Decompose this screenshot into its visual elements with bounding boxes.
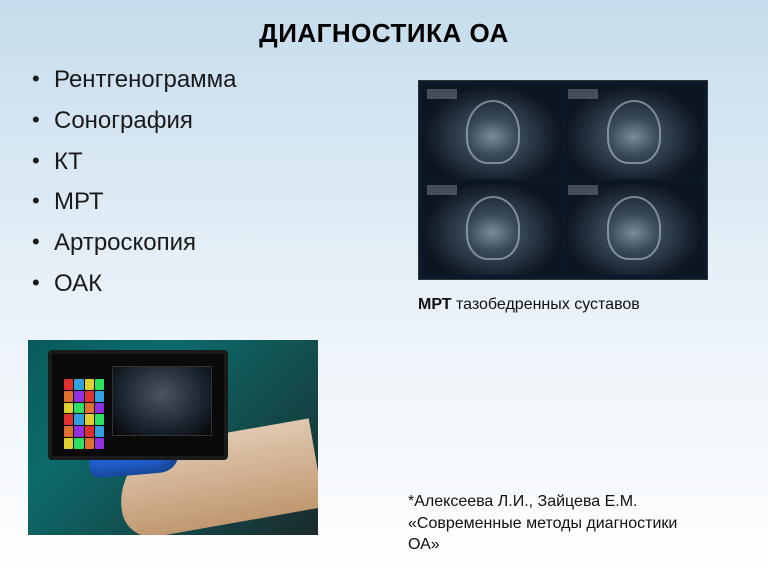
slide-title: ДИАГНОСТИКА ОА <box>0 0 768 49</box>
list-item: Рентгенограмма <box>30 60 350 101</box>
list-item: Артроскопия <box>30 223 350 264</box>
control-dot <box>74 391 83 402</box>
control-dot <box>85 414 94 425</box>
control-dot <box>74 414 83 425</box>
control-dot <box>64 438 73 449</box>
control-dot <box>74 403 83 414</box>
list-item: ОАК <box>30 264 350 305</box>
mri-panel <box>564 85 703 179</box>
mri-panel <box>564 181 703 275</box>
citation-line: *Алексеева Л.И., Зайцева Е.М. <box>408 493 638 510</box>
control-dot <box>74 426 83 437</box>
control-dot <box>64 379 73 390</box>
citation-line: «Современные методы диагностики ОА» <box>408 515 677 554</box>
control-dot <box>95 379 104 390</box>
ultrasound-monitor <box>48 350 228 460</box>
control-dot <box>85 403 94 414</box>
control-dot <box>64 403 73 414</box>
control-dot <box>74 379 83 390</box>
control-dot <box>95 438 104 449</box>
control-dot <box>95 391 104 402</box>
diagnostics-list: Рентгенограмма Сонография КТ МРТ Артроск… <box>30 60 350 305</box>
control-dot <box>85 379 94 390</box>
control-dot <box>95 414 104 425</box>
mri-panel <box>423 181 562 275</box>
control-dot <box>74 438 83 449</box>
control-dot <box>85 438 94 449</box>
control-dot <box>64 414 73 425</box>
control-dot <box>95 403 104 414</box>
monitor-controls <box>64 379 104 449</box>
ultrasound-screen <box>112 366 212 436</box>
ultrasound-image <box>28 340 318 535</box>
control-dot <box>64 391 73 402</box>
list-item: Сонография <box>30 101 350 142</box>
mri-panel <box>423 85 562 179</box>
mri-caption: МРТ тазобедренных суставов <box>418 295 678 316</box>
mri-caption-bold: МРТ <box>418 296 452 313</box>
control-dot <box>85 426 94 437</box>
list-item: КТ <box>30 142 350 183</box>
mri-scan-image <box>418 80 708 280</box>
control-dot <box>95 426 104 437</box>
control-dot <box>64 426 73 437</box>
citation: *Алексеева Л.И., Зайцева Е.М. «Современн… <box>408 491 708 556</box>
control-dot <box>85 391 94 402</box>
mri-caption-text: тазобедренных суставов <box>452 296 640 313</box>
list-item: МРТ <box>30 182 350 223</box>
